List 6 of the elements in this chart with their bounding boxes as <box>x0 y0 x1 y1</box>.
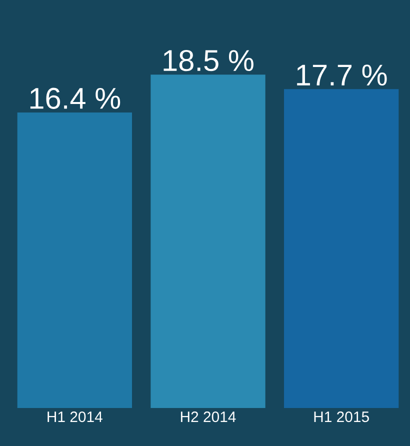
x-tick-label: H1 2014 <box>48 412 102 422</box>
data-label: 17.7 % <box>297 64 387 86</box>
data-label: 16.4 % <box>30 88 120 109</box>
x-tick-label: H1 2015 <box>314 412 369 422</box>
x-tick-label: H2 2014 <box>180 412 236 422</box>
data-label: 18.5 % <box>164 50 254 72</box>
